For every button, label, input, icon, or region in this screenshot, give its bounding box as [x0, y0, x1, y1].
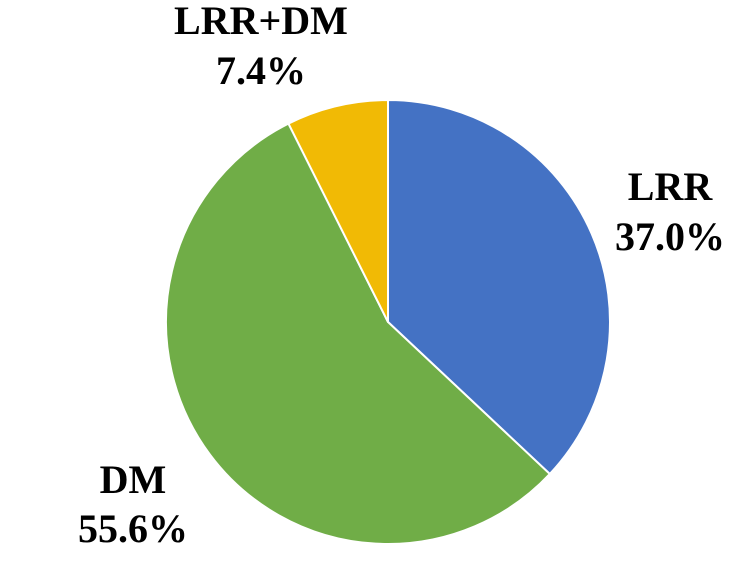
- slice-value-lrr-dm: 7.4%: [216, 48, 306, 93]
- slice-value-dm: 55.6%: [78, 506, 188, 551]
- pie-slice-lrr-dm: [287, 99, 389, 323]
- pie-slice-dm: [164, 122, 551, 545]
- slice-value-lrr: 37.0%: [615, 214, 725, 259]
- pie-slices: [164, 99, 611, 545]
- pie-slice-lrr: [387, 99, 611, 475]
- slice-label-lrr-dm: LRR+DM: [174, 0, 348, 43]
- slice-label-lrr: LRR: [628, 164, 714, 209]
- slice-label-dm: DM: [100, 457, 167, 502]
